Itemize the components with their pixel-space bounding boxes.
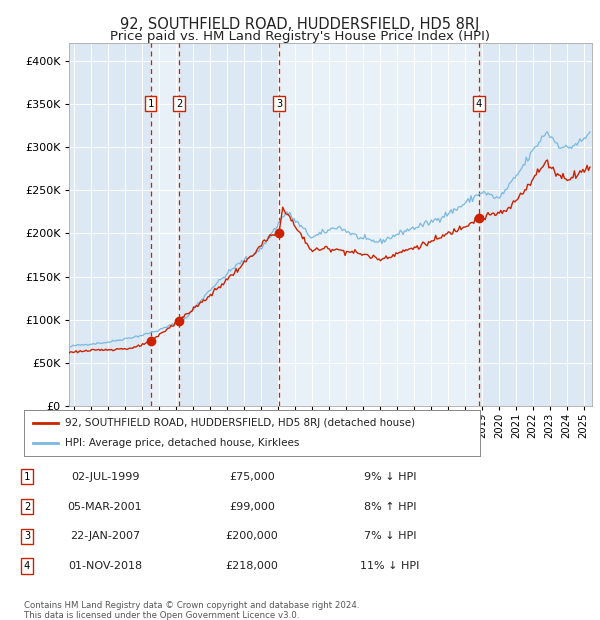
Text: This data is licensed under the Open Government Licence v3.0.: This data is licensed under the Open Gov… xyxy=(24,611,299,620)
Text: 3: 3 xyxy=(24,531,30,541)
Bar xyxy=(151,43,179,406)
Text: 02-JUL-1999: 02-JUL-1999 xyxy=(71,472,139,482)
Text: HPI: Average price, detached house, Kirklees: HPI: Average price, detached house, Kirk… xyxy=(65,438,299,448)
Text: 01-NOV-2018: 01-NOV-2018 xyxy=(68,561,142,571)
Text: £75,000: £75,000 xyxy=(229,472,275,482)
Text: 8% ↑ HPI: 8% ↑ HPI xyxy=(364,502,416,512)
Text: 7% ↓ HPI: 7% ↓ HPI xyxy=(364,531,416,541)
Text: 3: 3 xyxy=(276,99,282,109)
Text: Price paid vs. HM Land Registry's House Price Index (HPI): Price paid vs. HM Land Registry's House … xyxy=(110,30,490,43)
Text: 4: 4 xyxy=(24,561,30,571)
Text: £99,000: £99,000 xyxy=(229,502,275,512)
Text: £218,000: £218,000 xyxy=(226,561,278,571)
Bar xyxy=(279,43,479,406)
Text: 11% ↓ HPI: 11% ↓ HPI xyxy=(361,561,419,571)
Text: 92, SOUTHFIELD ROAD, HUDDERSFIELD, HD5 8RJ (detached house): 92, SOUTHFIELD ROAD, HUDDERSFIELD, HD5 8… xyxy=(65,418,415,428)
Text: 9% ↓ HPI: 9% ↓ HPI xyxy=(364,472,416,482)
Text: 92, SOUTHFIELD ROAD, HUDDERSFIELD, HD5 8RJ: 92, SOUTHFIELD ROAD, HUDDERSFIELD, HD5 8… xyxy=(121,17,479,32)
Text: 4: 4 xyxy=(476,99,482,109)
Text: 2: 2 xyxy=(176,99,182,109)
Text: 2: 2 xyxy=(24,502,30,512)
Text: 22-JAN-2007: 22-JAN-2007 xyxy=(70,531,140,541)
Text: Contains HM Land Registry data © Crown copyright and database right 2024.: Contains HM Land Registry data © Crown c… xyxy=(24,601,359,611)
Text: £200,000: £200,000 xyxy=(226,531,278,541)
Text: 1: 1 xyxy=(24,472,30,482)
Text: 1: 1 xyxy=(148,99,154,109)
Text: 05-MAR-2001: 05-MAR-2001 xyxy=(68,502,142,512)
